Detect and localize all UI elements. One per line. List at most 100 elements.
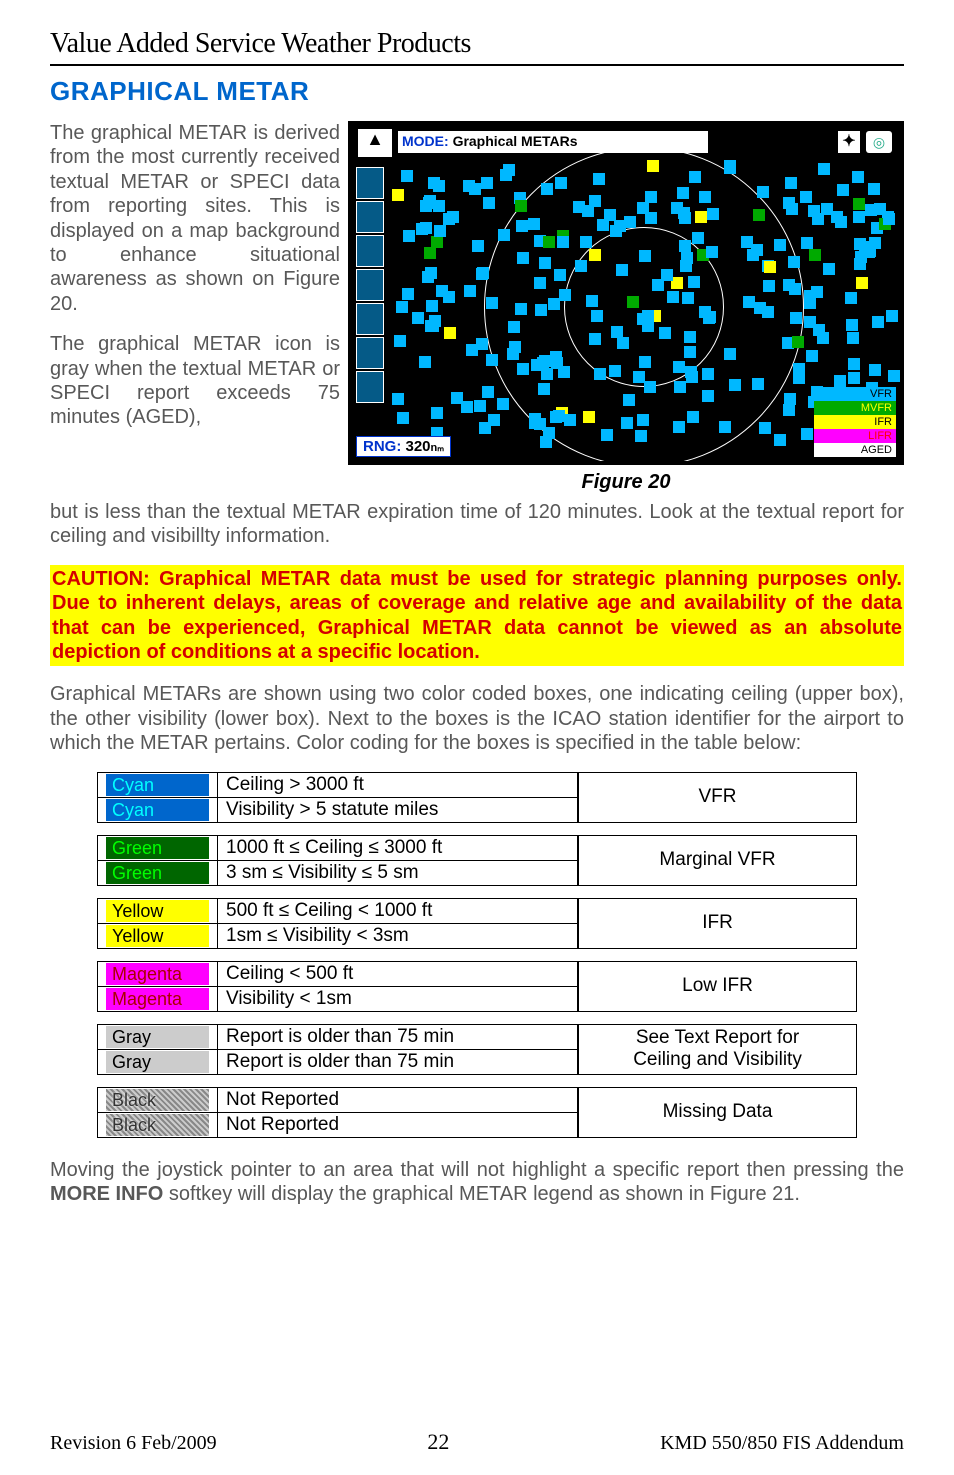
table-group: Cyan Ceiling > 3000 ftCyanVisibility > 5 … — [97, 772, 857, 823]
metar-station-icon — [635, 430, 647, 442]
table-row: Yellow1sm ≤ Visibility < 3sm — [98, 923, 578, 948]
metar-station-icon — [671, 202, 683, 214]
metar-station-icon — [434, 225, 446, 237]
metar-station-icon — [535, 304, 547, 316]
metar-station-icon — [743, 296, 755, 308]
metar-station-icon — [529, 413, 541, 425]
metar-station-icon — [639, 250, 651, 262]
color-swatch: Gray — [106, 1051, 209, 1073]
metar-station-icon — [394, 335, 406, 347]
condition-cell: Ceiling < 500 ft — [218, 962, 578, 986]
metar-station-icon — [422, 271, 434, 283]
metar-station-icon — [785, 177, 797, 189]
condition-cell: 3 sm ≤ Visibility ≤ 5 sm — [218, 861, 578, 885]
metar-station-icon — [515, 200, 527, 212]
metar-station-icon — [420, 222, 432, 234]
color-swatch: Green — [106, 862, 209, 884]
metar-station-icon — [589, 195, 601, 207]
table-group: MagentaCeiling < 500 ftMagentaVisibility… — [97, 961, 857, 1012]
metar-station-icon — [466, 344, 478, 356]
table-row: Yellow500 ft ≤ Ceiling < 1000 ft — [98, 899, 578, 923]
color-swatch: Magenta — [106, 963, 209, 985]
color-swatch-cell: Magenta — [98, 987, 218, 1011]
toolbar-button[interactable] — [356, 235, 384, 267]
toolbar-button[interactable] — [356, 371, 384, 403]
metar-station-icon — [534, 277, 546, 289]
metar-station-icon — [645, 212, 657, 224]
table-row: MagentaVisibility < 1sm — [98, 986, 578, 1011]
table-row: CyanVisibility > 5 statute miles — [98, 797, 578, 822]
metar-station-icon — [396, 301, 408, 313]
toolbar-button[interactable] — [356, 269, 384, 301]
metar-station-icon — [699, 191, 711, 203]
figure-caption: Figure 20 — [348, 471, 904, 494]
metar-station-icon — [540, 436, 552, 448]
footer-page: 22 — [427, 1429, 449, 1455]
color-code-tables: Cyan Ceiling > 3000 ftCyanVisibility > 5 … — [97, 772, 857, 1138]
metar-station-icon — [589, 333, 601, 345]
metar-station-icon — [539, 355, 551, 367]
metar-station-icon — [564, 414, 576, 426]
rng-value: 320 — [406, 438, 431, 455]
metar-station-icon — [793, 363, 805, 375]
footer-revision: Revision 6 Feb/2009 — [50, 1432, 217, 1455]
table-row: GrayReport is older than 75 min — [98, 1025, 578, 1049]
metar-station-icon — [476, 268, 488, 280]
metar-station-icon — [774, 434, 786, 446]
metar-station-icon — [463, 180, 475, 192]
color-swatch-cell: Yellow — [98, 924, 218, 948]
toolbar-button[interactable] — [356, 337, 384, 369]
satellite-icon: ◎ — [866, 131, 892, 153]
metar-station-icon — [573, 201, 585, 213]
more-info-label: MORE INFO — [50, 1183, 163, 1205]
metar-station-icon — [674, 381, 686, 393]
metar-station-icon — [645, 191, 657, 203]
metar-station-icon — [472, 240, 484, 252]
metar-station-icon — [790, 312, 802, 324]
metar-station-icon — [594, 368, 606, 380]
metar-station-icon — [752, 378, 764, 390]
table-gap — [97, 823, 857, 835]
legend-ifr: IFR — [814, 415, 896, 429]
metar-station-icon — [809, 249, 821, 261]
toolbar-button[interactable] — [356, 201, 384, 233]
color-swatch-cell: Green — [98, 861, 218, 885]
metar-station-icon — [412, 312, 424, 324]
table-group: Yellow500 ft ≤ Ceiling < 1000 ftYellow1s… — [97, 898, 857, 949]
status-cell: Marginal VFR — [578, 836, 856, 885]
metar-station-icon — [508, 321, 520, 333]
toolbar-button[interactable] — [356, 303, 384, 335]
color-swatch: Cyan — [106, 774, 209, 796]
metar-station-icon — [586, 295, 598, 307]
metar-station-icon — [783, 197, 795, 209]
metar-station-icon — [853, 211, 865, 223]
metar-station-icon — [854, 238, 866, 250]
metar-station-icon — [497, 398, 509, 410]
metar-station-icon — [868, 183, 880, 195]
toolbar-button[interactable] — [356, 167, 384, 199]
metar-station-icon — [684, 331, 696, 343]
metar-station-icon — [847, 332, 859, 344]
status-cell: VFR — [578, 773, 856, 822]
metar-station-icon — [823, 263, 835, 275]
condition-cell: Report is older than 75 min — [218, 1025, 578, 1049]
color-swatch-cell: Magenta — [98, 962, 218, 986]
metar-station-icon — [784, 393, 796, 405]
metar-station-icon — [804, 297, 816, 309]
metar-station-icon — [855, 251, 867, 263]
metar-station-icon — [872, 316, 884, 328]
metar-station-icon — [575, 260, 587, 272]
condition-cell: Ceiling > 3000 ft — [218, 773, 578, 797]
metar-station-icon — [507, 348, 519, 360]
metar-station-icon — [627, 296, 639, 308]
map-display: ▲ MODE: Graphical METARs ◎ ✦ VFR — [348, 121, 904, 465]
metar-station-icon — [652, 279, 664, 291]
metar-station-icon — [680, 260, 692, 272]
status-cell: Low IFR — [578, 962, 856, 1011]
color-swatch: Yellow — [106, 900, 209, 922]
metar-station-icon — [401, 170, 413, 182]
metar-station-icon — [682, 292, 694, 304]
metar-station-icon — [557, 236, 569, 248]
condition-cell: Report is older than 75 min — [218, 1050, 578, 1074]
metar-station-icon — [673, 361, 685, 373]
